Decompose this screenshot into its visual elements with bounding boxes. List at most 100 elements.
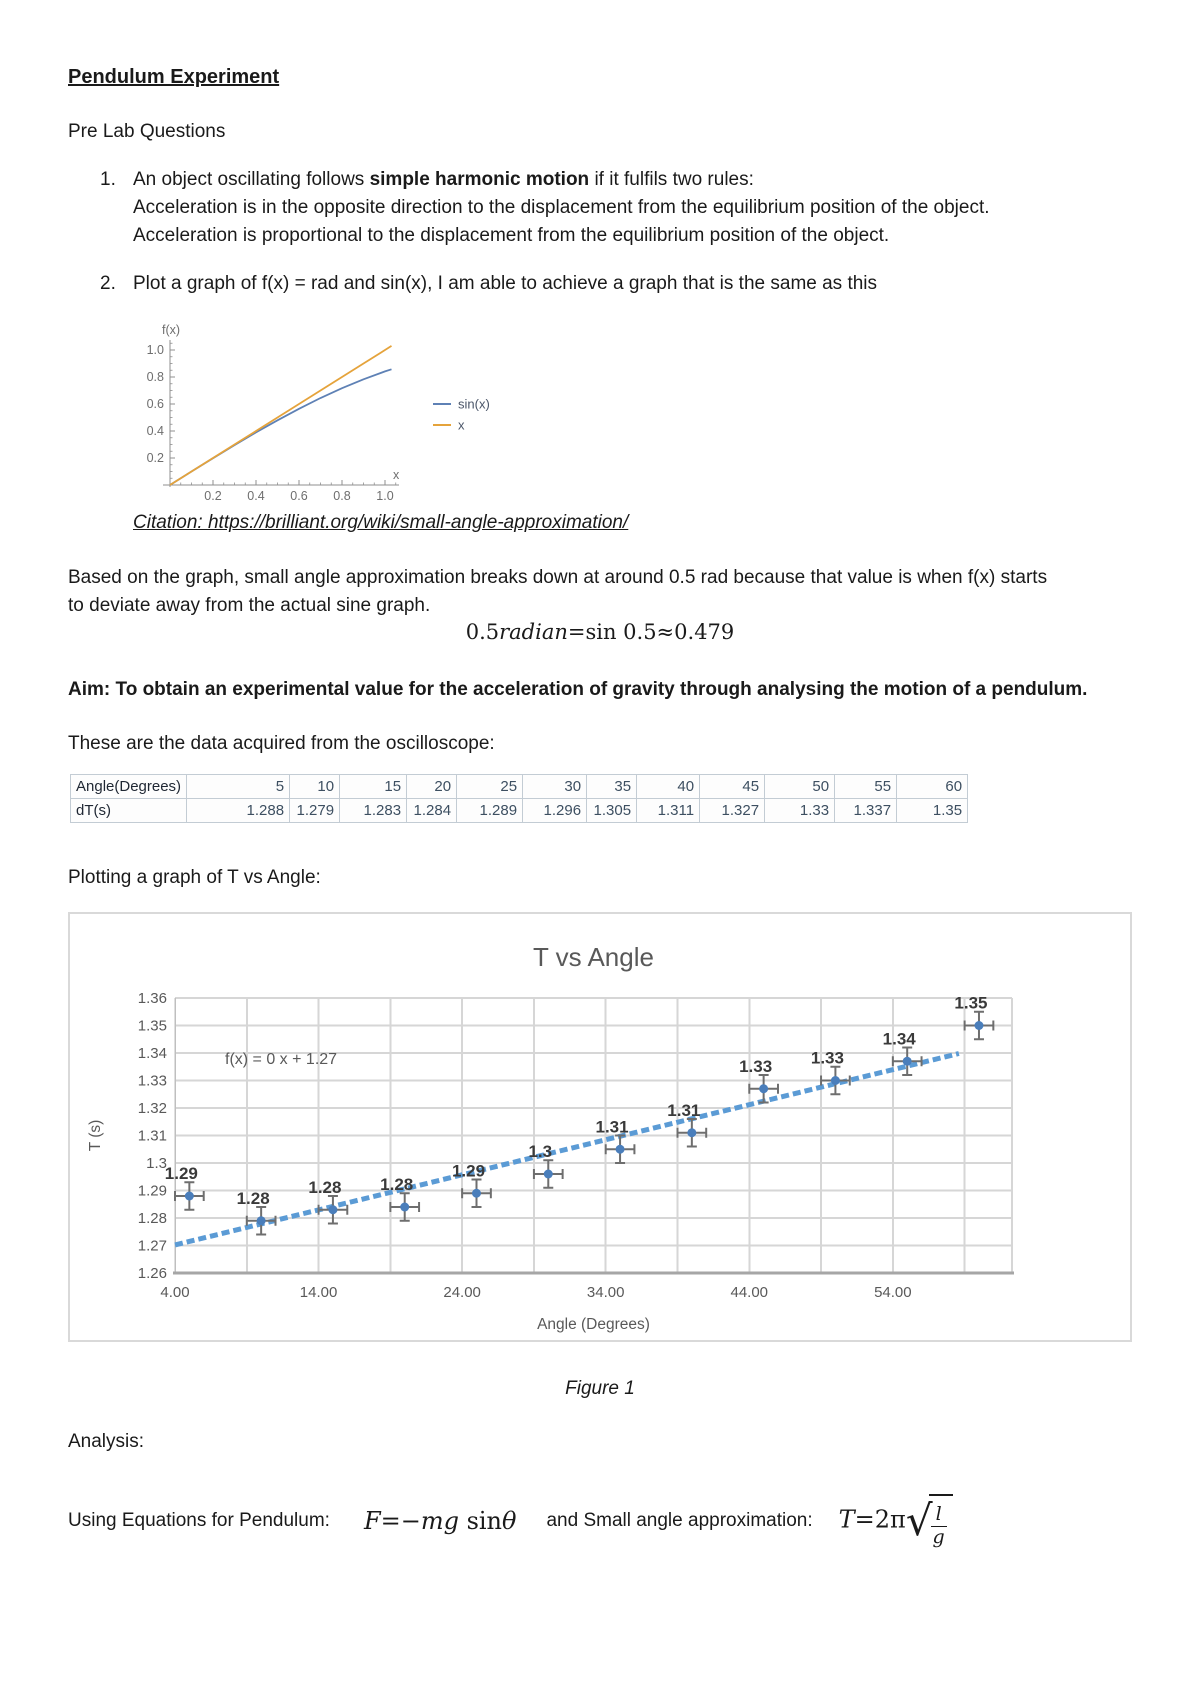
sqrt-denominator: g	[932, 1526, 945, 1548]
table-cell: 5	[186, 774, 291, 799]
plotting-line: Plotting a graph of T vs Angle:	[68, 867, 321, 888]
x-tick-label: 44.00	[730, 1284, 768, 1301]
sqrt-numerator: l	[930, 1504, 947, 1527]
table-cell: 35	[586, 774, 638, 799]
data-point: 1.29	[452, 1161, 492, 1208]
y-tick-label: 1.3	[146, 1155, 167, 1172]
q2-number: 2.	[100, 273, 116, 294]
table-cell: 45	[699, 774, 766, 799]
y-tick-label: 1.33	[138, 1073, 167, 1090]
series-sin(x)	[169, 368, 392, 486]
prelab-heading: Pre Lab Questions	[68, 121, 226, 142]
table-cell: 25	[456, 774, 524, 799]
q2-text: Plot a graph of f(x) = rad and sin(x), I…	[133, 273, 878, 294]
table-cell: 1.284	[406, 798, 458, 823]
eq-f-term5: θ	[502, 1507, 517, 1535]
table-cell: 10	[289, 774, 341, 799]
eq-f-term3: mg	[420, 1507, 459, 1535]
x-tick-label: 0.4	[247, 489, 264, 503]
table-cell: 1.288	[186, 798, 291, 823]
data-point: 1.31	[596, 1117, 636, 1164]
data-point: 1.29	[165, 1164, 205, 1211]
eq1-pre: 0.5	[465, 620, 500, 644]
q1-text-pre: An object oscillating follows	[133, 169, 370, 190]
table-row: Angle(Degrees) 5 10 15 20 25 30 35 40 45 50 55 60	[69, 774, 969, 799]
paragraph-line1: Based on the graph, small angle approxim…	[68, 567, 1048, 588]
point-label: 1.34	[883, 1029, 917, 1048]
y-tick-label: 1.34	[138, 1045, 167, 1062]
table-cell: 1.279	[289, 798, 341, 823]
x-tick-label: 0.2	[204, 489, 221, 503]
point-label: 1.28	[237, 1189, 270, 1208]
chart-title: T vs Angle	[533, 942, 654, 972]
q1-text-bold: simple harmonic motion	[369, 169, 590, 190]
eq1-italic: radian	[499, 620, 568, 644]
data-point: 1.28	[237, 1189, 277, 1236]
point-label: 1.31	[596, 1117, 629, 1136]
point-label: 1.28	[308, 1178, 341, 1197]
legend-label: x	[458, 418, 465, 433]
x-tick-label: 24.00	[443, 1284, 481, 1301]
data-point: 1.33	[811, 1049, 851, 1096]
y-tick-label: 1.35	[138, 1018, 167, 1035]
table-cell: 50	[764, 774, 836, 799]
data-point: 1.31	[667, 1101, 708, 1148]
y-axis-title: f(x)	[162, 323, 180, 337]
x-tick-label: 54.00	[874, 1284, 912, 1301]
figure-caption: Figure 1	[565, 1378, 635, 1399]
data-point: 1.28	[308, 1178, 349, 1225]
trendline	[174, 1051, 960, 1248]
x-tick-label: 1.0	[376, 489, 393, 503]
y-tick-label: 1.26	[138, 1265, 167, 1282]
paragraph-line2: to deviate away from the actual sine gra…	[68, 595, 431, 616]
y-tick-label: 0.6	[147, 397, 164, 411]
table-cell: 30	[522, 774, 588, 799]
equations-label2: and Small angle approximation:	[546, 1510, 813, 1531]
analysis-heading: Analysis:	[68, 1431, 145, 1452]
series-x	[169, 345, 392, 486]
radical-sign: √	[905, 1496, 933, 1545]
q1-line2: Acceleration is in the opposite directio…	[133, 197, 990, 218]
table-cell: 1.337	[834, 798, 898, 823]
x-tick-label: 0.6	[290, 489, 307, 503]
t-vs-angle-svg: T vs Angle1.261.271.281.291.31.311.321.3…	[87, 942, 1014, 1333]
citation-label: Citation:	[133, 512, 208, 533]
q1-line1: An object oscillating follows simple har…	[133, 166, 990, 194]
eq-f-term2: =−	[380, 1507, 421, 1535]
y-tick-label: 1.28	[138, 1210, 167, 1227]
eq-t-term1: T	[838, 1505, 855, 1534]
point-label: 1.33	[811, 1049, 844, 1068]
eq-f-term1: F	[363, 1507, 381, 1535]
y-tick-label: 1.32	[138, 1100, 167, 1117]
point-label: 1.33	[739, 1057, 772, 1076]
point-label: 1.3	[528, 1142, 552, 1161]
q1-line3: Acceleration is proportional to the disp…	[133, 225, 890, 246]
y-tick-label: 1.27	[138, 1238, 167, 1255]
eq1-post: =sin 0.5≈0.479	[567, 620, 735, 644]
citation-link[interactable]: https://brilliant.org/wiki/small-angle-a…	[207, 512, 629, 533]
table-cell: 1.33	[764, 798, 836, 823]
eq-f-term4: sin	[458, 1507, 503, 1535]
row-label-cell: Angle(Degrees)	[69, 774, 188, 799]
table-cell: 1.327	[699, 798, 766, 823]
table-cell: 15	[339, 774, 408, 799]
table-row: dT(s) 1.288 1.279 1.283 1.284 1.289 1.296 1.305…	[69, 798, 969, 823]
data-point: 1.33	[739, 1057, 779, 1104]
point-label: 1.31	[667, 1101, 700, 1120]
table-cell: 1.289	[456, 798, 524, 823]
t-vs-angle-chart: T vs Angle 1.26 1.27 1.28 1.29 1.3 1.31 1.32 1.3…	[68, 912, 1132, 1342]
y-tick-label: 1.29	[138, 1183, 167, 1200]
point-label: 1.28	[380, 1175, 413, 1194]
table-cell: 1.296	[522, 798, 588, 823]
point-label: 1.35	[954, 994, 987, 1013]
table-cell: 1.311	[636, 798, 701, 823]
x-tick-label: 4.00	[160, 1284, 189, 1301]
table-cell: 1.35	[896, 798, 969, 823]
table-cell: 20	[406, 774, 458, 799]
q1-number: 1.	[100, 169, 116, 190]
equation-small-angle: 0.5radian=sin 0.5≈0.479	[68, 620, 1132, 644]
data-point: 1.35	[954, 994, 995, 1041]
data-point: 1.34	[883, 1029, 923, 1076]
oscilloscope-data-table: Angle(Degrees) 5 10 15 20 25 30 35 40 45 50 55 60 dT(…	[69, 774, 969, 823]
